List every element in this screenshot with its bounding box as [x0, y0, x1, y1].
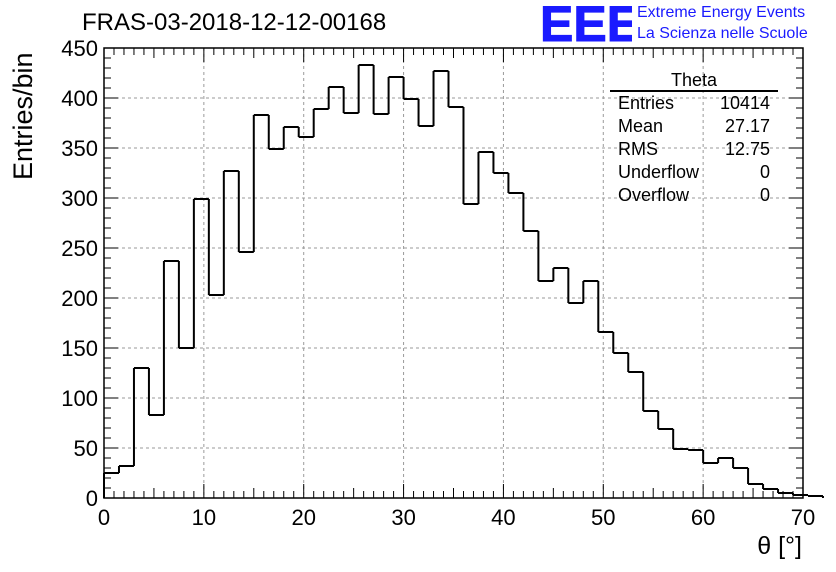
logo-line-1: Extreme Energy Events	[637, 4, 806, 21]
y-tick-label: 350	[61, 136, 98, 161]
x-tick-label: 0	[98, 505, 110, 530]
x-axis-label: θ [°]	[757, 532, 802, 560]
x-tick-label: 10	[192, 505, 216, 530]
logo-line-2: La Scienza nelle Scuole	[637, 25, 808, 42]
y-tick-label: 0	[86, 486, 98, 511]
y-tick-label: 400	[61, 86, 98, 111]
stats-label: Mean	[618, 116, 664, 136]
stats-box: Theta Entries 10414 Mean 27.17 RMS 12.75…	[610, 70, 778, 207]
histogram-series	[103, 64, 824, 498]
stats-row-mean: Mean 27.17	[610, 115, 778, 138]
stats-value: 0	[759, 162, 770, 182]
logo-mark: EEE	[540, 1, 632, 45]
logo-caption: Extreme Energy Events La Scienza nelle S…	[637, 2, 808, 44]
y-tick-label: 250	[61, 236, 98, 261]
y-tick-label: 150	[61, 336, 98, 361]
stats-value: 10414	[719, 93, 770, 113]
y-tick-label: 450	[61, 36, 98, 61]
tick-labels: 0 10 20 30 40 50 60 70 0 50 100 150 200 250 300 350 400 4…	[61, 36, 815, 530]
x-tick-label: 60	[691, 505, 715, 530]
stats-row-overflow: Overflow 0	[610, 184, 778, 207]
stats-row-rms: RMS 12.75	[610, 138, 778, 161]
stats-label: Entries	[618, 93, 675, 113]
grid-lines	[104, 48, 803, 498]
x-tick-label: 70	[791, 505, 815, 530]
y-tick-label: 100	[61, 386, 98, 411]
eee-logo: EEE	[540, 1, 632, 45]
stats-row-entries: Entries 10414	[610, 92, 778, 115]
stats-row-underflow: Underflow 0	[610, 161, 778, 184]
stats-label: Overflow	[618, 185, 690, 205]
stats-label: RMS	[618, 139, 658, 159]
stats-label: Underflow	[618, 162, 700, 182]
y-tick-label: 300	[61, 186, 98, 211]
x-tick-label: 20	[291, 505, 315, 530]
y-tick-label: 50	[74, 436, 98, 461]
stats-value: 12.75	[724, 139, 770, 159]
y-axis-label: Entries/bin	[8, 52, 38, 180]
x-tick-label: 40	[491, 505, 515, 530]
x-tick-label: 30	[391, 505, 415, 530]
chart-title: FRAS-03-2018-12-12-00168	[82, 9, 387, 36]
axis-ticks	[103, 47, 804, 499]
stats-value: 27.17	[724, 116, 770, 136]
y-tick-label: 200	[61, 286, 98, 311]
x-tick-label: 50	[591, 505, 615, 530]
stats-value: 0	[759, 185, 770, 205]
stats-title: Theta	[610, 70, 778, 92]
